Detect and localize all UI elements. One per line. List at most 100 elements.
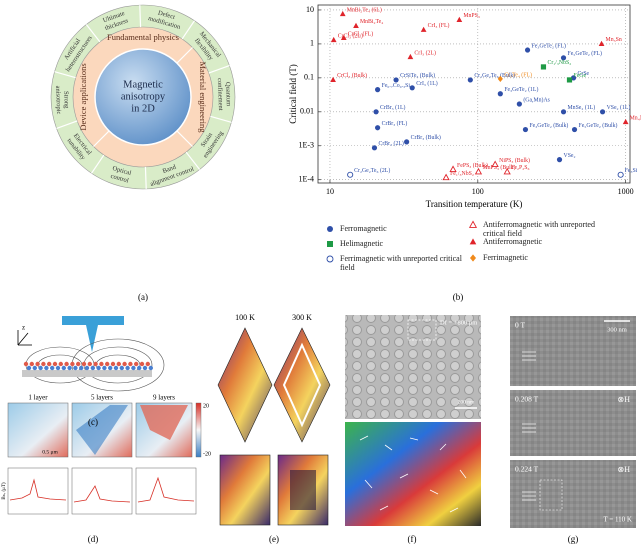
point-label: Fe₃GeTe₂ (Bulk) [529, 122, 568, 129]
point-label: VSe₂ (1L) [607, 104, 631, 111]
legend-marker [470, 254, 476, 262]
atom [26, 365, 32, 371]
legend-marker [468, 220, 478, 228]
point [571, 126, 578, 133]
point-label: CrCl₃ (FL) [348, 30, 373, 37]
ring-divider [56, 120, 78, 130]
plot-frame [317, 4, 631, 184]
point [540, 64, 547, 70]
point-label: Fe₃GeTe₂ (1L) [504, 86, 538, 93]
map-title: 9 layers [153, 394, 175, 402]
atom [35, 361, 40, 367]
ring-divider [91, 154, 105, 174]
point-label: CrBr₃ (FL) [382, 120, 408, 127]
middle-label: Device applications [78, 63, 88, 130]
point [467, 77, 473, 83]
atom [99, 361, 104, 367]
point [409, 85, 415, 91]
middle-label: Material engineering [198, 61, 208, 133]
atom [110, 361, 116, 367]
legend-item: Ferrimagnetic [468, 253, 608, 263]
point-label: FeGe [573, 73, 586, 79]
point [353, 22, 359, 28]
field-label: 0.224 T [515, 465, 539, 474]
point [456, 16, 463, 22]
y-tick-label: 0.01 [300, 107, 314, 116]
ring-divider [54, 71, 76, 79]
point-label: VSe₂ [564, 153, 576, 159]
point [327, 226, 333, 232]
ring-divider [93, 130, 110, 147]
outer-label: Strong [62, 91, 70, 109]
point [469, 238, 477, 245]
atom [90, 365, 96, 371]
point [468, 220, 478, 228]
map-title: 1 layer [28, 394, 48, 402]
panel-label: (d) [88, 534, 99, 544]
nv-maps: 1 layer 5 layers 9 layers 0.5 μm 20 -20 … [2, 394, 211, 515]
point-label: MnSe₂ (1L) [568, 104, 596, 111]
point [598, 40, 605, 46]
point [470, 254, 476, 262]
outer-label: Defect [157, 10, 176, 22]
point [327, 241, 333, 247]
point [326, 255, 334, 263]
atom [148, 365, 153, 371]
point-label: CrBr₃ (1L) [380, 104, 405, 111]
y-tick-label: 0.1 [304, 73, 314, 82]
trace-axis-label: Bₙᵥ (μT) [2, 482, 7, 499]
point [503, 167, 511, 175]
y-tick-label: 10 [306, 5, 314, 14]
panel-label: (f) [408, 534, 417, 544]
atom [87, 361, 93, 367]
colorbar-label: 20 [203, 403, 209, 409]
point-label: MnPS₃ [463, 13, 480, 19]
point-label: Fe₀.₇Co₀.₃Si [382, 83, 411, 89]
point-label: Fe₅GeTe₂ (FL) [568, 50, 602, 57]
atom [52, 361, 58, 367]
point-label: CrBr₃ (Bulk) [411, 134, 441, 141]
point-label: CrSiTe₃ (Bulk) [400, 72, 435, 79]
outer-label: anisotropic [54, 85, 62, 114]
atom [47, 361, 52, 367]
atom [102, 365, 107, 371]
panel-label: (a) [138, 292, 148, 302]
atom [142, 365, 148, 371]
x-tick-label: 10 [326, 187, 334, 196]
point-label: Mn₄N [630, 115, 641, 121]
point [570, 75, 577, 81]
center-label: in 2D [131, 103, 155, 114]
legend-label: Helimagnetic [340, 239, 384, 248]
atom [61, 365, 66, 371]
atom [134, 361, 139, 367]
atom [64, 361, 69, 367]
point [556, 157, 563, 163]
atom [125, 365, 130, 371]
atom [122, 361, 127, 367]
y-tick-label: 1E-4 [298, 175, 314, 184]
ring-divider [185, 151, 201, 170]
point [599, 109, 606, 115]
point [524, 47, 531, 53]
core [94, 48, 192, 146]
point [393, 77, 399, 83]
legend-label: Antiferromagnetic with unreported critic… [483, 220, 595, 238]
atom [139, 361, 145, 367]
point [491, 160, 499, 168]
atom [137, 365, 142, 371]
point [330, 36, 337, 43]
atom [29, 361, 34, 367]
point [420, 26, 427, 32]
point [442, 173, 450, 181]
field-direction: ⊗H [618, 395, 631, 404]
atom [116, 361, 122, 367]
temperature-label: 100 K [235, 313, 255, 322]
point-label: CrCl₃ (Bulk) [337, 72, 367, 79]
outer-label: Quantum [224, 82, 232, 106]
scale-label: 0.5 μm [42, 449, 58, 455]
spin-maps: 100 K 300 K [217, 313, 331, 526]
temperature-label: T = 110 K [603, 516, 632, 524]
point [339, 10, 346, 17]
atom [105, 361, 110, 367]
